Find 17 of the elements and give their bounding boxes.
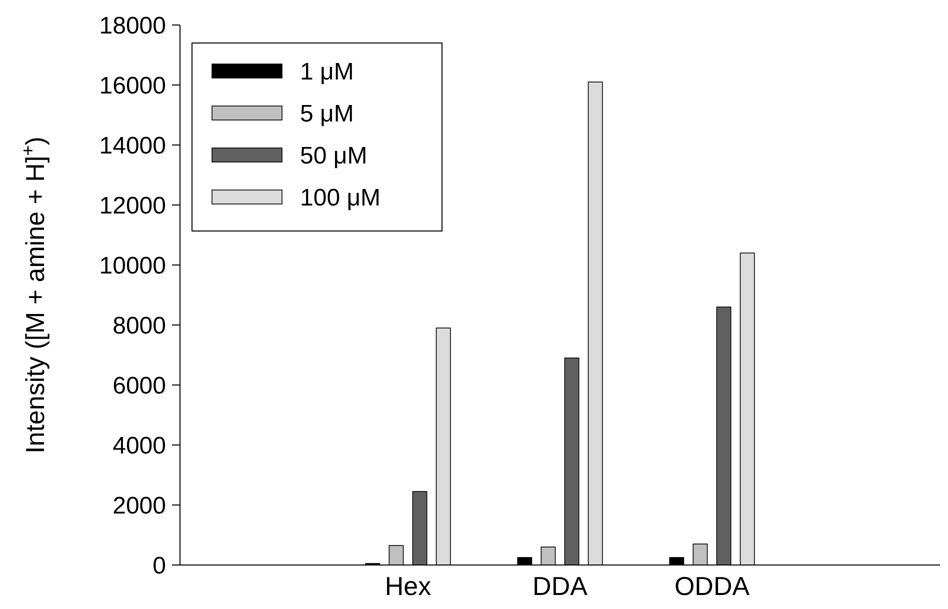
y-tick-label: 6000 xyxy=(112,372,166,400)
y-tick-label: 14000 xyxy=(99,132,166,160)
y-tick-label: 2000 xyxy=(112,492,166,520)
y-tick-label: 8000 xyxy=(112,312,166,340)
legend-label: 5 μM xyxy=(300,100,354,128)
y-tick-label: 10000 xyxy=(99,252,166,280)
x-tick-label: DDA xyxy=(532,571,588,601)
legend-label: 1 μM xyxy=(300,58,354,86)
x-tick-label: Hex xyxy=(384,571,432,601)
legend-label: 100 μM xyxy=(300,184,381,212)
x-tick-label: ODDA xyxy=(674,571,750,601)
y-tick-label: 18000 xyxy=(99,12,166,40)
y-tick-label: 12000 xyxy=(99,192,166,220)
y-tick-label: 4000 xyxy=(112,432,166,460)
legend-label: 50 μM xyxy=(300,142,368,170)
y-tick-label: 16000 xyxy=(99,72,166,100)
y-tick-label: 0 xyxy=(152,552,166,580)
